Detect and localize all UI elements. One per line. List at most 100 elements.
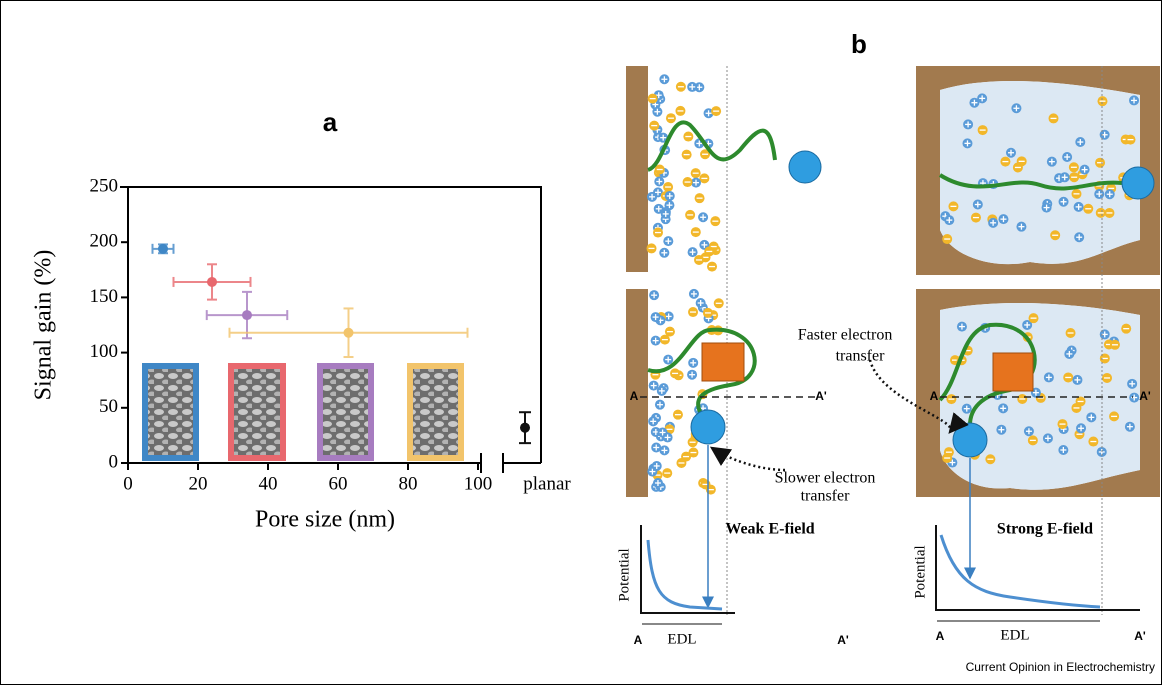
ion: [1099, 129, 1110, 140]
ion: [703, 108, 714, 119]
ion: [1059, 172, 1070, 183]
ion: [956, 321, 967, 332]
point: [242, 310, 252, 321]
ion: [962, 138, 973, 149]
ion: [659, 247, 670, 258]
ion: [690, 227, 701, 238]
ion: [1071, 188, 1082, 199]
ion: [1125, 134, 1136, 145]
aptamer: [938, 173, 1123, 191]
ion: [681, 451, 692, 462]
ion: [1043, 372, 1054, 383]
point-label: A': [815, 389, 827, 403]
ion: [688, 447, 699, 458]
potential-curve: [646, 539, 723, 611]
ion: [1023, 426, 1034, 437]
ion: [682, 177, 693, 188]
aptamer: [647, 327, 757, 422]
ion: [687, 81, 698, 92]
frame: [120, 186, 542, 463]
ion: [963, 119, 974, 130]
x-tick-label: 0: [123, 473, 133, 494]
ion: [1129, 95, 1140, 106]
ion: [654, 176, 665, 187]
ion: [1097, 96, 1108, 107]
ion: [675, 81, 686, 92]
ion: [659, 74, 670, 85]
ion: [670, 368, 681, 379]
ion: [998, 403, 1009, 414]
ion: [695, 297, 706, 308]
ion: [1017, 393, 1028, 404]
sem-image: [142, 363, 199, 461]
electrode: [916, 66, 1160, 275]
y-tick-label: 0: [109, 451, 119, 472]
annotation: Slower electron: [775, 470, 876, 487]
ion: [944, 215, 955, 226]
ion: [652, 227, 663, 238]
schematic-labels: Slower electron transfer Faster electron…: [616, 327, 1093, 648]
ion: [647, 191, 658, 202]
point: [207, 276, 217, 287]
ion: [1071, 402, 1082, 413]
ion: [654, 399, 665, 410]
point: [343, 327, 354, 338]
ion: [688, 307, 699, 318]
ion: [675, 105, 686, 116]
chart: 0 50 100 150 200 250 0 20 40 60 80 100 planar: [90, 175, 572, 494]
annotation: transfer: [801, 488, 851, 505]
aptamer: [938, 322, 1037, 426]
ion: [1068, 162, 1079, 173]
aptamer: [647, 120, 777, 172]
electrode: [626, 289, 648, 497]
ion: [1042, 433, 1053, 444]
ion: [977, 125, 988, 136]
redox-reporter: [788, 150, 822, 184]
x-tick-label: 60: [329, 473, 348, 494]
ion: [1079, 164, 1090, 175]
ion: [659, 445, 670, 456]
ion: [1000, 156, 1011, 167]
ion: [648, 416, 659, 427]
ion: [1124, 421, 1135, 432]
redox-reporter: [1121, 166, 1155, 200]
ion: [710, 216, 721, 227]
ion: [654, 164, 665, 175]
ion: [1121, 323, 1132, 334]
ion: [996, 424, 1007, 435]
ion: [663, 311, 674, 322]
ion: [694, 193, 705, 204]
point: [520, 422, 530, 433]
ion: [1127, 378, 1138, 389]
ion: [702, 307, 713, 318]
ion: [1104, 189, 1115, 200]
ion: [1095, 157, 1106, 168]
ion: [1069, 172, 1080, 183]
ion: [707, 261, 718, 272]
field-label: Strong E-field: [997, 521, 1093, 538]
ion: [1022, 319, 1033, 330]
ion: [663, 354, 674, 365]
point: [158, 243, 168, 254]
ion: [1129, 392, 1140, 403]
sem-image: [317, 363, 374, 461]
ion: [948, 201, 959, 212]
ion: [687, 369, 698, 380]
axes-frame: [120, 186, 542, 473]
ion: [1011, 103, 1022, 114]
ion: [1057, 419, 1068, 430]
ion: [664, 326, 675, 337]
point-label: A: [630, 389, 639, 403]
ion: [672, 409, 683, 420]
ion: [1048, 113, 1059, 124]
annotation: transfer: [836, 348, 886, 365]
ion: [650, 312, 661, 323]
ion: [1005, 147, 1016, 158]
ion: [1074, 232, 1085, 243]
ion: [700, 149, 711, 160]
ion: [1104, 207, 1115, 218]
ion: [1076, 423, 1087, 434]
electrode: [626, 66, 648, 272]
ion: [650, 335, 661, 346]
panel-label: a: [323, 107, 338, 137]
